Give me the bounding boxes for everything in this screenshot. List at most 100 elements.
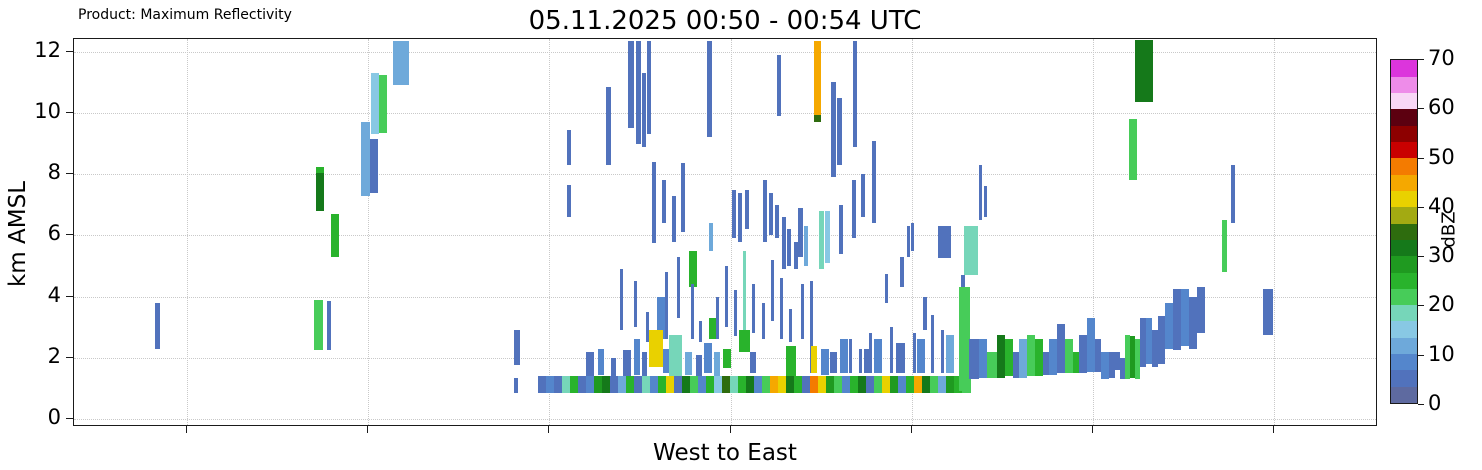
reflectivity-segment: [658, 376, 666, 393]
reflectivity-segment: [1109, 351, 1115, 378]
gridline-y-10: [74, 113, 1376, 114]
reflectivity-segment: [834, 376, 842, 393]
y-tick: [66, 234, 73, 236]
reflectivity-segment: [514, 330, 520, 366]
reflectivity-segment: [634, 281, 637, 328]
reflectivity-segment: [931, 314, 934, 374]
reflectivity-segment: [665, 272, 668, 340]
reflectivity-segment: [1130, 336, 1135, 378]
reflectivity-segment: [762, 302, 765, 340]
reflectivity-segment: [859, 348, 862, 374]
gridline-x: [549, 39, 551, 425]
reflectivity-segment: [750, 351, 756, 374]
reflectivity-segment: [842, 376, 850, 393]
reflectivity-segment: [677, 256, 680, 318]
gridline-x: [187, 39, 188, 425]
reflectivity-segment: [917, 339, 925, 374]
reflectivity-segment: [814, 114, 821, 123]
colorbar-swatch: [1391, 92, 1417, 110]
gridline-x: [1093, 39, 1094, 425]
reflectivity-segment: [714, 351, 720, 377]
reflectivity-segment: [586, 351, 594, 377]
reflectivity-segment: [852, 180, 856, 239]
reflectivity-segment: [885, 273, 888, 303]
y-tick: [66, 295, 73, 297]
reflectivity-segment: [562, 376, 570, 393]
reflectivity-segment: [802, 376, 810, 393]
reflectivity-segment: [666, 376, 674, 393]
y-tick: [66, 112, 73, 113]
x-tick: [1273, 426, 1275, 433]
colorbar-tick: [1418, 206, 1424, 208]
reflectivity-segment: [714, 376, 722, 393]
colorbar-swatch: [1391, 320, 1417, 338]
reflectivity-segment: [794, 241, 798, 270]
colorbar-swatch: [1391, 386, 1417, 403]
reflectivity-segment: [361, 122, 370, 196]
reflectivity-segment: [709, 223, 713, 251]
reflectivity-segment: [819, 210, 824, 270]
reflectivity-segment: [786, 345, 796, 380]
reflectivity-segment: [570, 376, 578, 393]
reflectivity-segment: [979, 165, 982, 221]
reflectivity-segment: [699, 321, 702, 343]
reflectivity-segment: [567, 184, 571, 218]
colorbar-swatch: [1391, 157, 1417, 175]
gridline-y-12: [74, 51, 1376, 53]
reflectivity-segment: [690, 376, 698, 393]
reflectivity-segment: [775, 204, 779, 239]
reflectivity-segment: [602, 376, 610, 393]
reflectivity-segment: [979, 339, 987, 378]
colorbar-swatch: [1391, 369, 1417, 387]
y-tick-label: 10: [34, 99, 61, 123]
reflectivity-segment: [663, 348, 669, 374]
reflectivity-segment: [914, 376, 922, 393]
colorbar-tick: [1418, 59, 1424, 60]
reflectivity-segment: [1135, 339, 1140, 380]
reflectivity-segment: [984, 186, 987, 218]
reflectivity-segment: [634, 339, 640, 375]
reflectivity-segment: [682, 376, 690, 393]
colorbar-swatch: [1391, 125, 1417, 142]
gridline-x: [368, 39, 370, 425]
reflectivity-segment: [804, 226, 808, 266]
reflectivity-segment: [922, 376, 930, 393]
colorbar-tick-label: 0: [1428, 391, 1442, 415]
reflectivity-segment: [370, 139, 378, 193]
reflectivity-segment: [546, 376, 554, 393]
product-label: Product: Maximum Reflectivity: [78, 7, 292, 23]
reflectivity-segment: [620, 269, 623, 331]
reflectivity-segment: [890, 376, 898, 393]
x-tick: [1092, 426, 1093, 433]
reflectivity-segment: [762, 376, 770, 393]
plot-area: [73, 38, 1377, 426]
colorbar-tick-label: 10: [1428, 341, 1455, 366]
colorbar-swatch: [1391, 304, 1417, 322]
reflectivity-segment: [730, 376, 738, 393]
gridline-y-8: [74, 174, 1376, 176]
reflectivity-segment: [1079, 334, 1087, 374]
colorbar-tick-label: 50: [1428, 144, 1455, 169]
reflectivity-segment: [642, 73, 646, 147]
reflectivity-segment: [642, 351, 647, 377]
reflectivity-segment: [636, 41, 641, 144]
colorbar-swatch: [1391, 190, 1417, 208]
y-tick-label: 6: [47, 221, 61, 246]
reflectivity-segment: [738, 376, 746, 393]
colorbar-tick-label: 60: [1428, 95, 1455, 120]
reflectivity-segment: [1140, 318, 1146, 367]
reflectivity-segment: [606, 86, 611, 165]
reflectivity-segment: [371, 73, 379, 135]
reflectivity-segment: [1095, 339, 1101, 372]
gridline-y-0: [74, 419, 1376, 420]
reflectivity-segment: [698, 376, 706, 393]
reflectivity-segment: [586, 376, 594, 393]
y-axis-label: km AMSL: [5, 180, 31, 288]
reflectivity-segment: [853, 41, 857, 147]
reflectivity-segment: [745, 189, 749, 230]
reflectivity-segment: [685, 351, 692, 375]
reflectivity-segment: [674, 376, 682, 393]
colorbar-tick: [1418, 305, 1424, 307]
reflectivity-segment: [763, 180, 767, 242]
reflectivity-segment: [723, 348, 731, 369]
